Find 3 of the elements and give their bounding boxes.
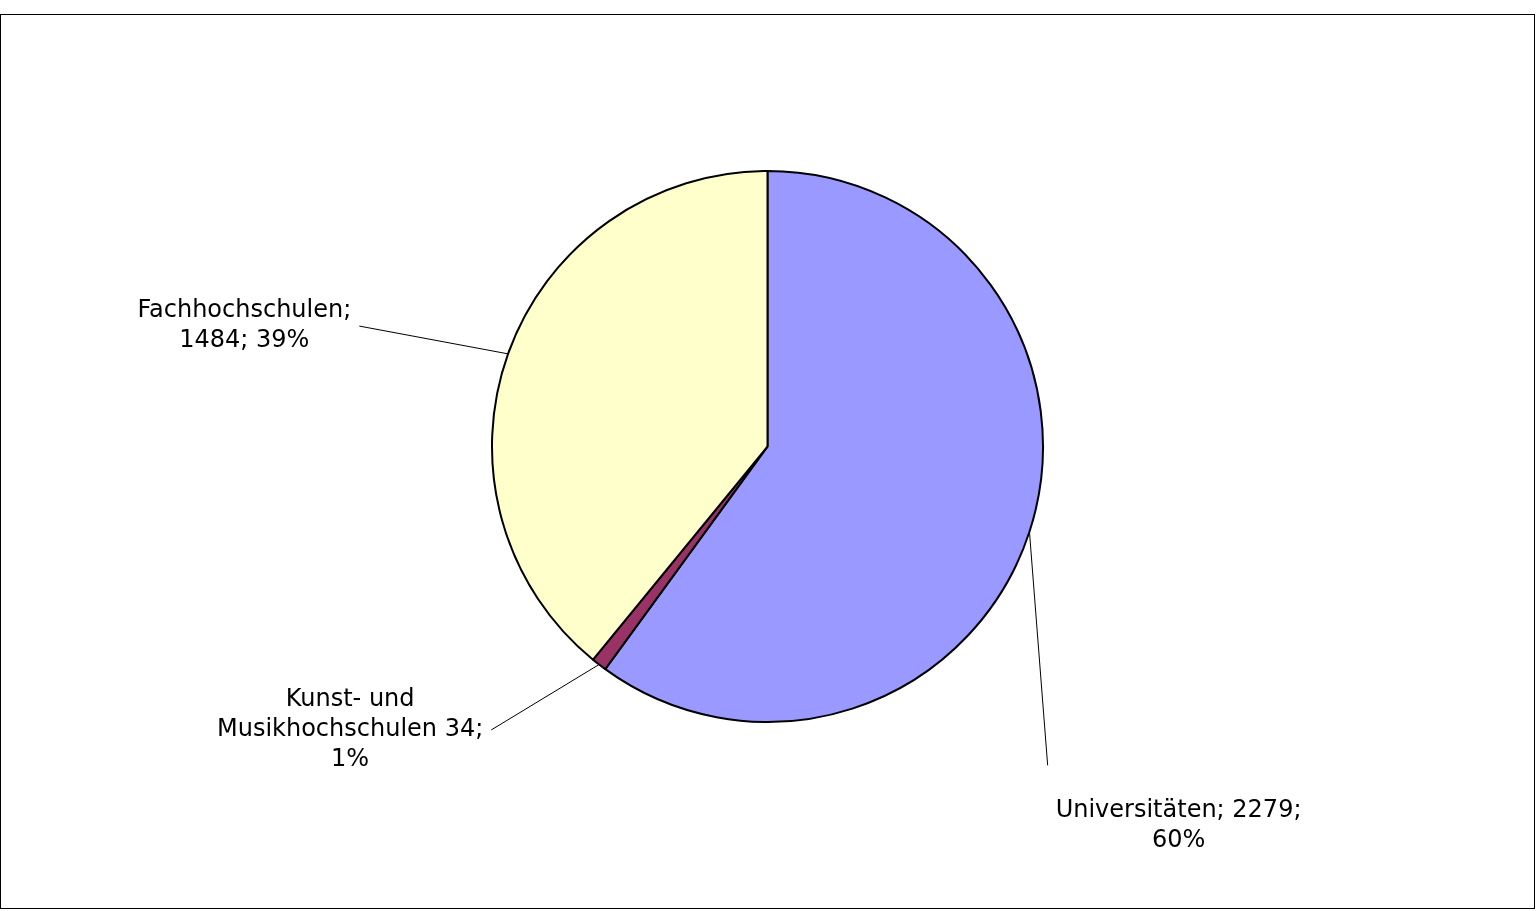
slice-label: Fachhochschulen; 1484; 39% bbox=[137, 295, 352, 354]
slice-label: Kunst- und Musikhochschulen 34; 1% bbox=[216, 684, 484, 773]
slice-label: Universitäten; 2279; 60% bbox=[1055, 794, 1302, 853]
